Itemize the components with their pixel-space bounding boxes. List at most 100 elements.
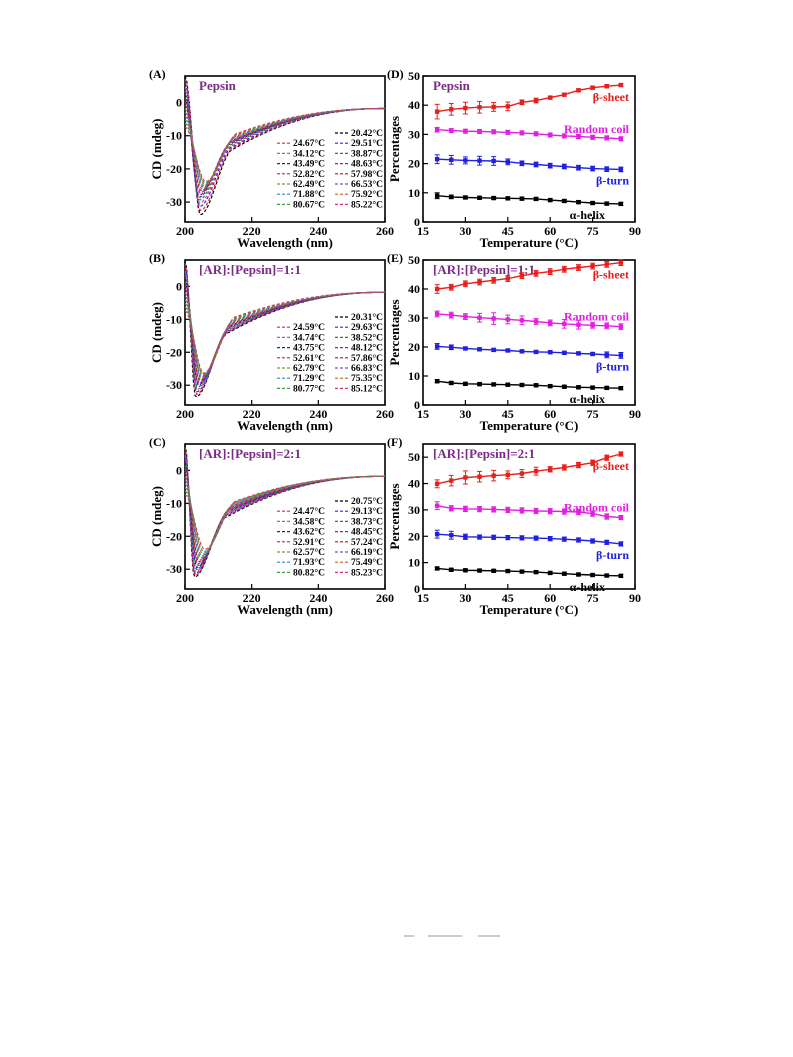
- legend-entry: 62.79°C: [293, 363, 325, 374]
- series-label: Random coil: [564, 122, 630, 136]
- series-line: [437, 380, 621, 389]
- data-point: [449, 157, 454, 163]
- data-point: [562, 321, 567, 326]
- data-point: [449, 380, 454, 386]
- plot-frame: [184, 443, 386, 590]
- data-point: [576, 537, 581, 543]
- data-point: [618, 515, 624, 520]
- plot-frame: [422, 443, 636, 590]
- data-point: [519, 318, 525, 323]
- series-line: [436, 453, 622, 485]
- y-tick-label: 50: [408, 450, 420, 464]
- x-tick-label: 240: [309, 591, 327, 605]
- x-axis-label: Temperature (°C): [480, 235, 579, 250]
- data-point: [604, 323, 609, 329]
- legend-entry: 34.12°C: [293, 148, 325, 159]
- series-2: β-turn: [434, 154, 629, 187]
- data-point: [434, 109, 440, 114]
- data-point: [590, 460, 595, 465]
- series-label: β-sheet: [593, 90, 629, 104]
- series-label: β-sheet: [593, 459, 629, 473]
- x-tick-label: 90: [629, 224, 641, 238]
- legend-entry: 80.82°C: [293, 567, 325, 578]
- data-point: [562, 465, 567, 470]
- legend: 20.75°C 24.47°C 29.13°C 34.58°C 38.73°C 43.62…: [277, 496, 383, 578]
- data-point: [491, 507, 496, 512]
- legend-entry: 85.23°C: [351, 567, 383, 578]
- x-tick-label: 90: [629, 407, 641, 421]
- data-point: [604, 352, 609, 358]
- legend-entry: 38.87°C: [351, 148, 383, 159]
- data-point: [562, 350, 567, 355]
- legend-entry: 75.49°C: [351, 557, 383, 568]
- legend-entry: 34.58°C: [293, 516, 325, 527]
- data-point: [618, 260, 624, 265]
- x-tick-label: 240: [309, 407, 327, 421]
- chart-title: [AR]:[Pepsin]=2:1: [433, 446, 535, 461]
- data-point: [491, 195, 496, 201]
- data-point: [519, 161, 525, 166]
- panel-label: (B): [149, 251, 165, 265]
- x-tick-label: 220: [243, 224, 261, 238]
- x-axis-label: Wavelength (nm): [237, 602, 333, 617]
- data-point: [533, 98, 539, 103]
- legend-entry: 48.63°C: [351, 159, 383, 170]
- y-tick-label: -10: [166, 129, 182, 143]
- series-line: [437, 261, 621, 290]
- data-point: [463, 105, 468, 111]
- y-tick-label: 20: [408, 529, 420, 543]
- x-axis-label: Temperature (°C): [480, 602, 579, 617]
- x-tick-label: 45: [502, 591, 514, 605]
- data-point: [533, 162, 539, 167]
- data-point: [491, 316, 496, 321]
- legend-entry: 34.74°C: [293, 332, 325, 343]
- x-tick-label: 200: [176, 224, 194, 238]
- series-line: [185, 475, 385, 551]
- data-point: [562, 198, 567, 204]
- series-3: α-helix: [434, 566, 624, 594]
- data-point: [449, 533, 454, 538]
- data-point: [548, 509, 553, 514]
- y-tick-label: 0: [176, 96, 182, 110]
- data-point: [505, 535, 510, 540]
- data-point: [505, 317, 510, 322]
- data-point: [576, 322, 581, 327]
- series-label: α-helix: [570, 580, 605, 594]
- data-point: [491, 382, 496, 387]
- data-point: [463, 346, 468, 351]
- spectra: [185, 444, 385, 578]
- series-line: [437, 158, 621, 171]
- data-point: [505, 104, 510, 109]
- panel-a: 200 220 240 260 -30 -20 -10 0 Wavelength (nm) CD …: [149, 67, 394, 250]
- data-point: [491, 104, 496, 110]
- data-point: [618, 353, 624, 358]
- legend-entry: 43.62°C: [293, 527, 325, 538]
- data-point: [533, 569, 539, 575]
- data-point: [533, 535, 539, 541]
- data-point: [590, 85, 595, 90]
- x-axis-label: Wavelength (nm): [237, 418, 333, 433]
- series-label: Random coil: [564, 501, 630, 515]
- data-point: [477, 279, 482, 285]
- y-tick-label: 40: [408, 282, 420, 296]
- data-point: [434, 566, 440, 571]
- data-point: [449, 107, 454, 112]
- data-point: [477, 506, 482, 512]
- data-point: [533, 468, 539, 474]
- data-point: [491, 473, 496, 478]
- data-point: [477, 195, 482, 200]
- data-point: [533, 349, 539, 355]
- y-tick-label: 20: [408, 340, 420, 354]
- data-point: [491, 278, 496, 283]
- series-2: β-turn: [434, 343, 629, 373]
- data-point: [604, 573, 609, 578]
- series-2: β-turn: [434, 529, 629, 562]
- legend-entry: 48.12°C: [351, 343, 383, 354]
- legend-entry: 62.57°C: [293, 547, 325, 558]
- data-point: [449, 312, 454, 318]
- data-point: [463, 381, 468, 387]
- series-line: [185, 101, 385, 194]
- data-point: [463, 195, 468, 200]
- data-point: [463, 534, 468, 539]
- y-tick-label: 50: [408, 69, 420, 83]
